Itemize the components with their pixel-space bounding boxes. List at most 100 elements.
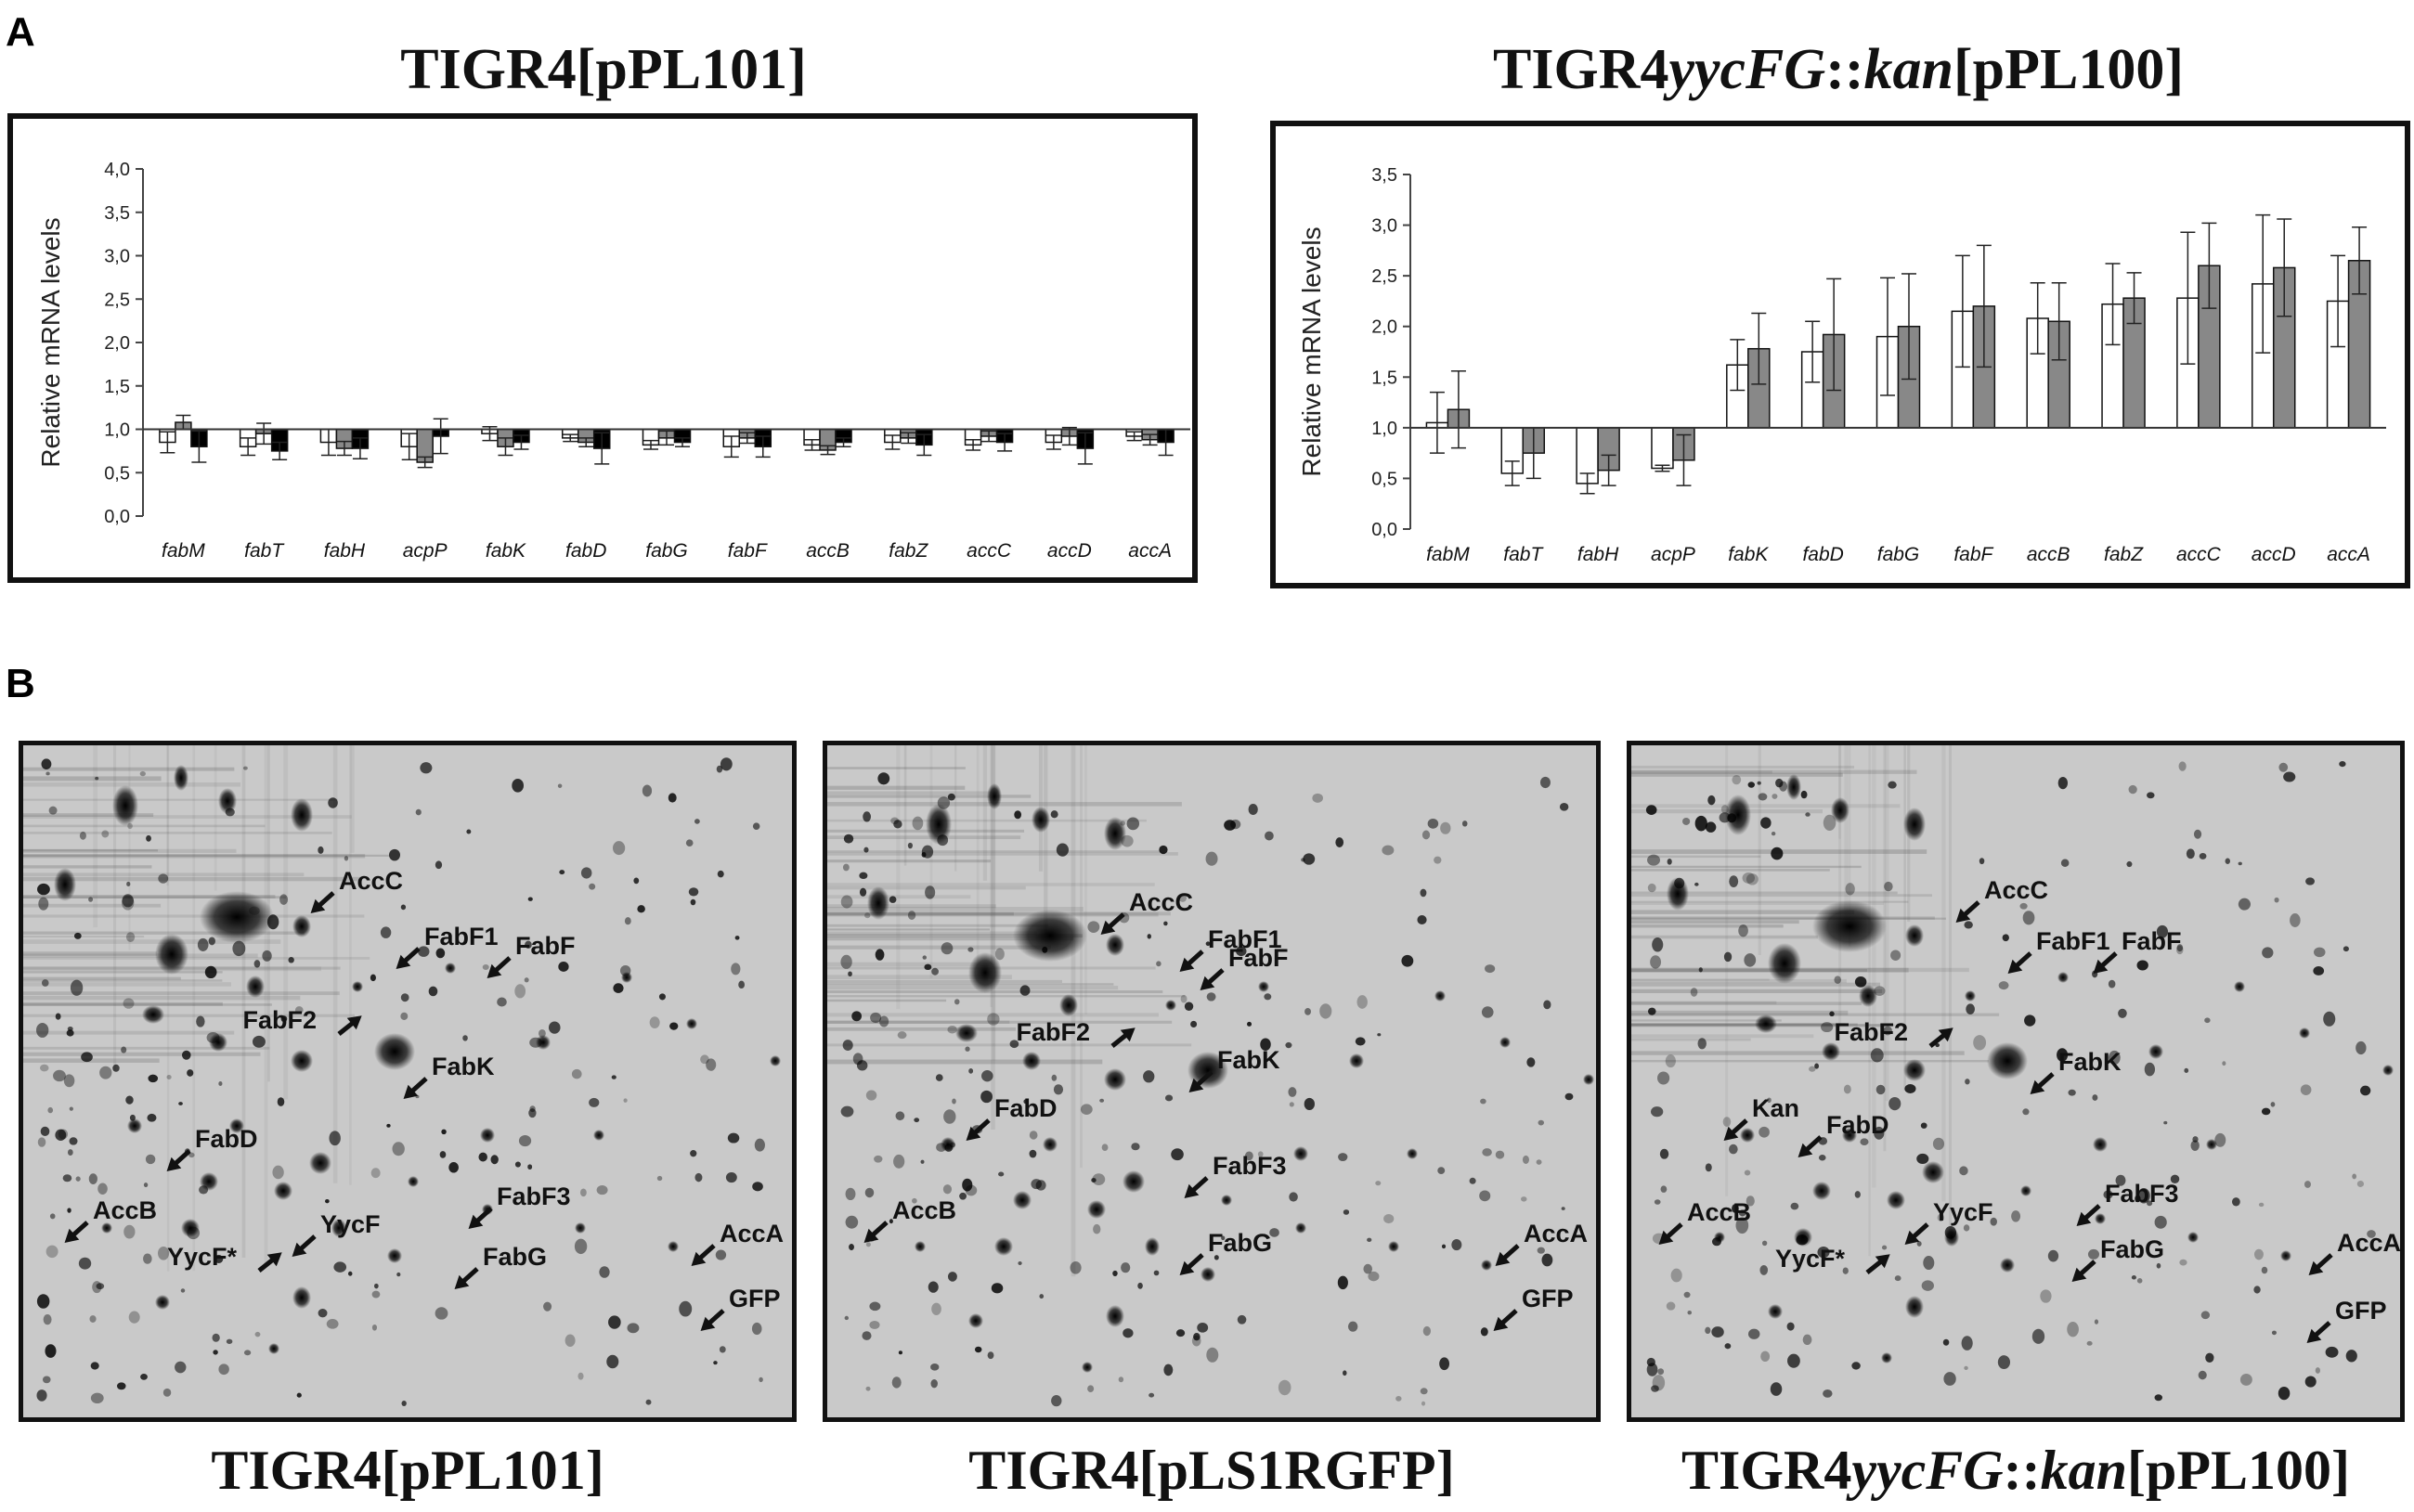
- protein-spot-arrow: [257, 1252, 282, 1273]
- protein-spot-arrow: [1495, 1244, 1520, 1267]
- protein-spot-label: FabD: [1826, 1111, 1889, 1139]
- chart-left-frame: 0,0 0,5 1,0 1,5 2,0 2,5 3,0 3,5 4,0 Relative mRNA…: [7, 113, 1198, 583]
- chart-left: 0,0 0,5 1,0 1,5 2,0 2,5 3,0 3,5 4,0 Relative mRNA…: [36, 160, 1190, 562]
- protein-spot-label: AccC: [1984, 876, 2048, 904]
- x-tick-label: fabM: [162, 540, 205, 562]
- y-tick-label: 4,0: [104, 160, 130, 180]
- protein-spot-arrow: [1928, 1027, 1953, 1048]
- protein-spot-arrow: [337, 1015, 362, 1036]
- y-tick-label: 2,0: [1371, 317, 1397, 338]
- protein-spot-label: FabF1: [424, 923, 499, 950]
- y-axis-label: Relative mRNA levels: [36, 217, 65, 467]
- protein-spot-arrow: [403, 1077, 428, 1100]
- protein-spot-label: FabF1: [2036, 927, 2110, 955]
- protein-spot-arrow: [691, 1244, 716, 1267]
- protein-spot-arrow: [487, 956, 512, 979]
- y-axis-label: Relative mRNA levels: [1297, 226, 1326, 476]
- x-tick-label: fabK: [486, 540, 526, 562]
- x-tick-label: fabT: [244, 540, 285, 562]
- protein-spot-label: FabF2: [1016, 1018, 1090, 1046]
- y-tick-label: 2,5: [104, 290, 130, 310]
- chart-right-frame: 0,0 0,5 1,0 1,5 2,0 2,5 3,0 3,5 Relative mRNA le…: [1270, 121, 2410, 588]
- x-tick-label: accD: [2252, 544, 2296, 565]
- protein-spot-arrow: [310, 891, 335, 914]
- chart-right: 0,0 0,5 1,0 1,5 2,0 2,5 3,0 3,5 Relative mRNA le…: [1297, 165, 2386, 565]
- protein-spot-label: AccB: [1687, 1198, 1751, 1226]
- protein-spot-label: FabG: [1208, 1229, 1272, 1257]
- x-tick-label: fabH: [1577, 544, 1619, 565]
- panel-label-a: A: [6, 9, 35, 55]
- protein-spot-label: FabD: [195, 1125, 258, 1153]
- x-tick-label: accA: [2327, 544, 2370, 565]
- protein-spot-arrow: [2071, 1260, 2096, 1283]
- bar: [1651, 427, 1674, 470]
- protein-spot-label: FabG: [483, 1243, 547, 1271]
- y-tick-label: 2,5: [1371, 266, 1397, 287]
- protein-spot-arrow: [2030, 1072, 2055, 1095]
- x-tick-label: fabK: [1728, 544, 1769, 565]
- protein-spot-arrow: [1865, 1254, 1890, 1274]
- protein-spot-label: GFP: [1522, 1285, 1574, 1312]
- x-tick-label: fabG: [645, 540, 688, 562]
- protein-spot-label: YycF: [1933, 1198, 1993, 1226]
- x-tick-label: accD: [1047, 540, 1092, 562]
- protein-spot-label: YycF*: [1775, 1245, 1846, 1273]
- gel-image-2: AccC FabF1 FabF FabF2 FabK FabD AccB FabF3 FabG A…: [823, 741, 1601, 1422]
- y-tick-label: 3,5: [104, 203, 130, 224]
- x-tick-label: acpP: [403, 540, 448, 562]
- protein-spot-arrow: [396, 947, 421, 970]
- y-tick-label: 1,0: [104, 420, 130, 441]
- protein-spot-arrow: [1200, 968, 1225, 991]
- gel-caption-3: TIGR4yycFG::kan[pPL100]: [1681, 1440, 2350, 1501]
- x-tick-label: fabF: [1953, 544, 1993, 565]
- x-tick-label: accC: [967, 540, 1012, 562]
- protein-spot-arrow: [1110, 1027, 1136, 1048]
- gel-image-3: AccC FabF1 FabF FabF2 FabK Kan FabD AccB YycF Yyc…: [1627, 741, 2405, 1422]
- protein-spot-arrow: [700, 1309, 725, 1332]
- protein-spot-arrow: [1493, 1309, 1518, 1332]
- protein-spot-arrow: [454, 1267, 479, 1290]
- chart-left-title: TIGR4[pPL101]: [400, 38, 807, 101]
- gel-image-1: AccC FabF1 FabF FabF2 FabK FabD AccB YycF YycF* F…: [19, 741, 797, 1422]
- protein-spot-arrow: [1100, 912, 1125, 936]
- protein-spot-label: FabK: [2058, 1048, 2122, 1076]
- protein-spot-label: GFP: [729, 1285, 781, 1312]
- x-tick-label: accB: [2027, 544, 2070, 565]
- y-tick-label: 3,0: [1371, 216, 1397, 237]
- x-tick-label: accA: [1128, 540, 1172, 562]
- protein-spot-arrow: [1955, 900, 1980, 924]
- y-tick-label: 1,5: [1371, 368, 1397, 388]
- protein-spot-label: AccB: [93, 1196, 157, 1224]
- protein-spot-label: AccC: [339, 867, 403, 895]
- x-tick-label: fabH: [324, 540, 366, 562]
- x-tick-label: fabD: [1802, 544, 1843, 565]
- protein-spot-arrow: [1798, 1135, 1823, 1158]
- y-tick-label: 0,5: [104, 463, 130, 484]
- x-tick-label: fabZ: [889, 540, 928, 562]
- y-tick-label: 1,0: [1371, 419, 1397, 439]
- y-tick-label: 1,5: [104, 377, 130, 397]
- y-tick-label: 0,0: [104, 507, 130, 527]
- x-tick-label: acpP: [1651, 544, 1695, 565]
- protein-spot-arrow: [1904, 1222, 1929, 1246]
- protein-spot-label: AccA: [720, 1220, 784, 1247]
- protein-spot-label: FabF3: [2105, 1180, 2179, 1208]
- y-tick-label: 2,0: [104, 333, 130, 354]
- y-tick-label: 3,5: [1371, 165, 1397, 186]
- protein-spot-label: FabF: [1228, 944, 1289, 972]
- protein-spot-label: FabF2: [1834, 1018, 1908, 1046]
- protein-spot-arrow: [64, 1221, 89, 1244]
- protein-spot-label: FabF1: [1208, 925, 1282, 953]
- protein-spot-label: FabF3: [497, 1182, 571, 1210]
- protein-spot-arrow: [1188, 1070, 1213, 1093]
- protein-spot-label: FabF: [515, 932, 576, 960]
- protein-spot-label: Kan: [1752, 1094, 1799, 1122]
- gel-caption-2: TIGR4[pLS1RGFP]: [968, 1440, 1455, 1501]
- y-tick-label: 0,5: [1371, 469, 1397, 489]
- protein-spot-label: AccA: [1524, 1220, 1588, 1247]
- x-tick-label: fabF: [728, 540, 768, 562]
- y-tick-label: 0,0: [1371, 520, 1397, 540]
- chart-right-title: TIGR4yycFG::kan[pPL100]: [1493, 38, 2184, 101]
- protein-spot-label: FabF: [2122, 927, 2182, 955]
- x-tick-label: accB: [806, 540, 850, 562]
